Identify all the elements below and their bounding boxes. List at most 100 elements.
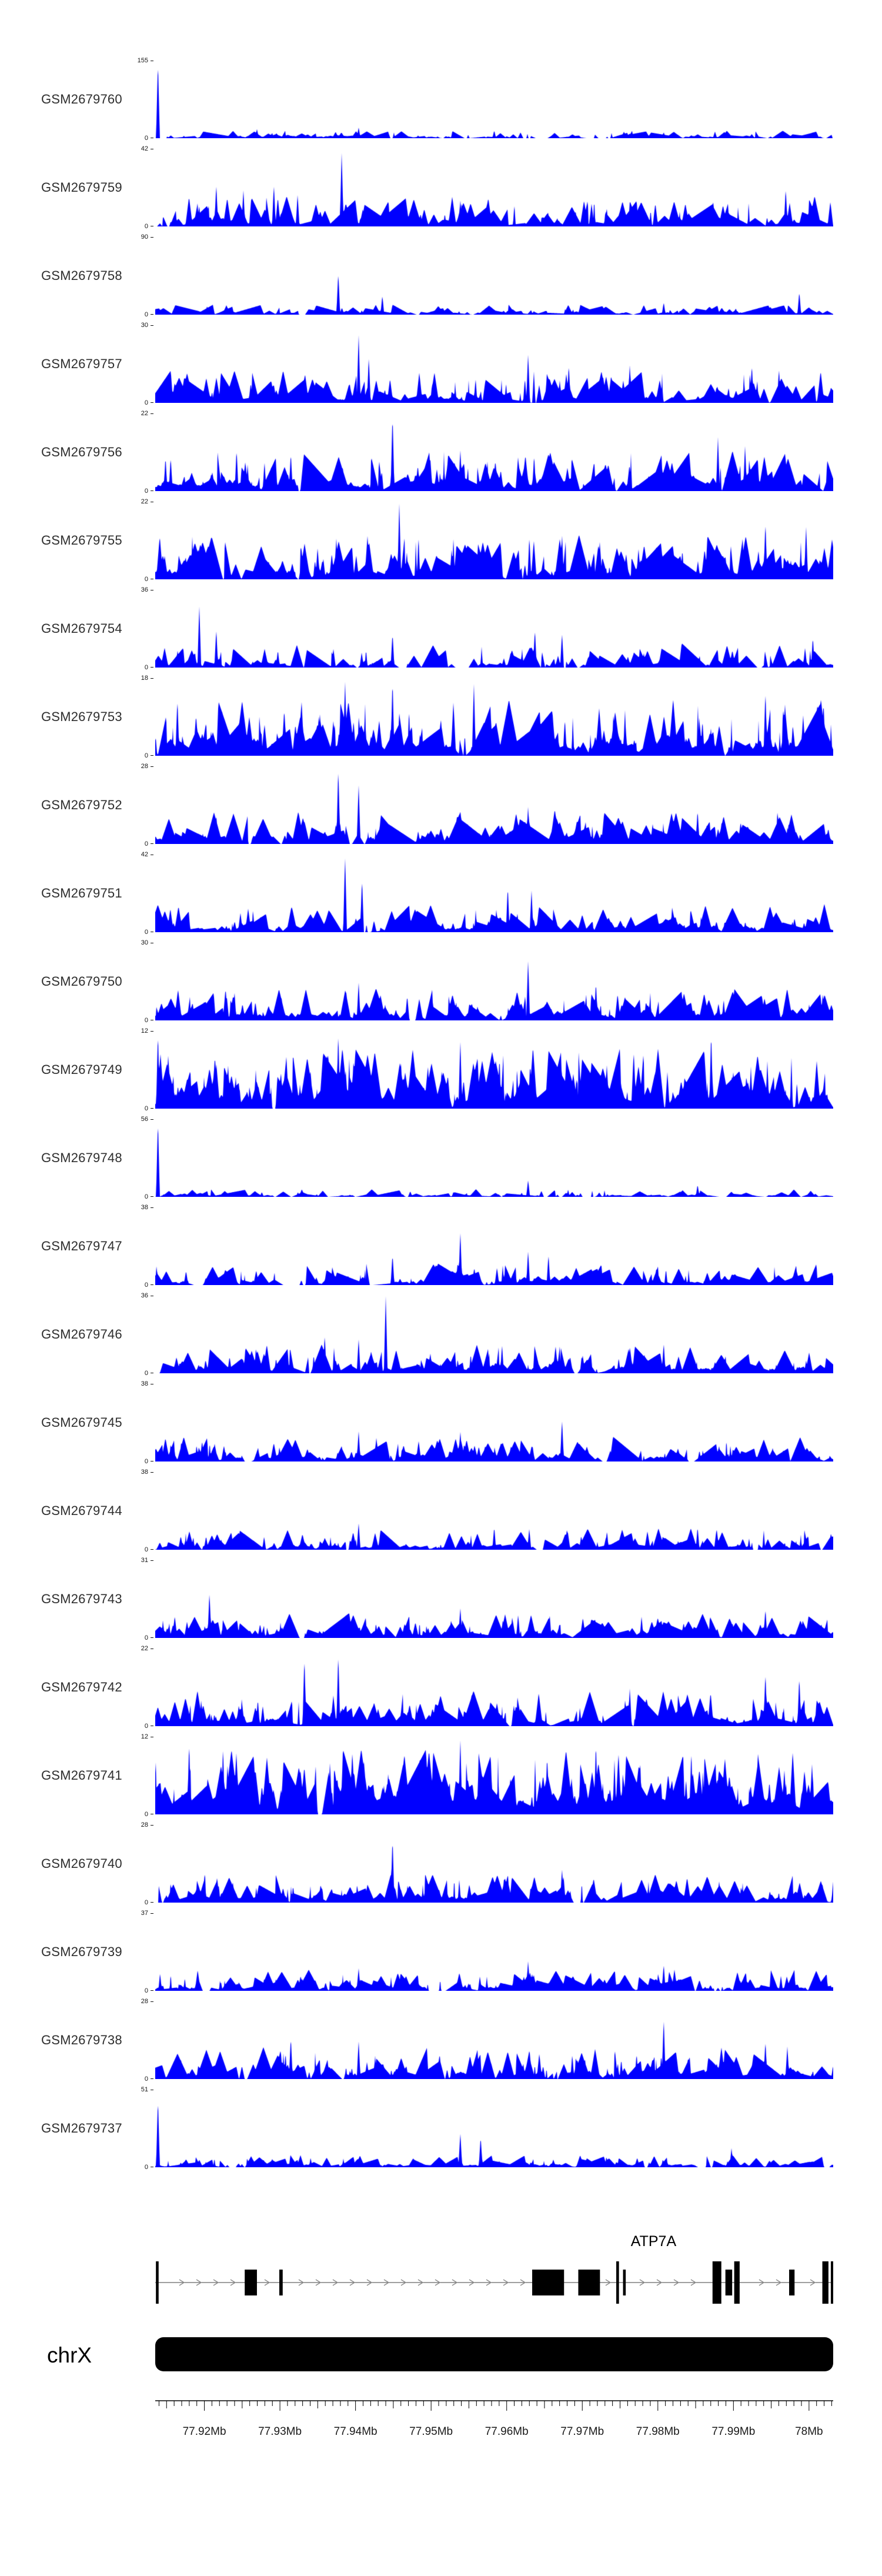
track-ymax-label: 28 xyxy=(141,763,148,770)
track-ymax-label: 31 xyxy=(141,1557,148,1564)
track-label: GSM2679738 xyxy=(41,2033,122,2047)
coverage-signal xyxy=(155,1119,833,1197)
coverage-signal xyxy=(155,855,833,932)
track-label: GSM2679751 xyxy=(41,886,122,900)
signal-track: GSM2679748 56 0 xyxy=(0,1116,882,1207)
track-ymax-label: 37 xyxy=(141,1910,148,1917)
axis-tick-label: 78Mb xyxy=(795,2425,823,2438)
coverage-signal xyxy=(155,237,833,315)
y-axis-zero-tick xyxy=(151,755,153,756)
track-zero-label: 0 xyxy=(144,2164,148,2171)
track-zero-label: 0 xyxy=(144,223,148,230)
strand-arrow-icon xyxy=(776,2279,782,2286)
coverage-signal xyxy=(155,1384,833,1461)
y-axis-zero-tick xyxy=(151,1549,153,1550)
strand-arrow-icon xyxy=(486,2279,492,2286)
track-label: GSM2679747 xyxy=(41,1239,122,1253)
chromosome-label: chrX xyxy=(47,2343,92,2367)
track-ymax-label: 12 xyxy=(141,1027,148,1035)
track-label: GSM2679758 xyxy=(41,268,122,283)
signal-track: GSM2679750 30 0 xyxy=(0,940,882,1031)
signal-track: GSM2679753 18 0 xyxy=(0,675,882,766)
coverage-signal xyxy=(155,413,833,491)
strand-arrow-icon xyxy=(520,2279,526,2286)
axis-tick-label: 77.98Mb xyxy=(636,2425,680,2438)
track-label: GSM2679756 xyxy=(41,445,122,459)
strand-arrow-icon xyxy=(759,2279,765,2286)
signal-track: GSM2679743 31 0 xyxy=(0,1557,882,1649)
axis-tick-label: 77.95Mb xyxy=(409,2425,453,2438)
track-zero-label: 0 xyxy=(144,311,148,318)
track-label: GSM2679739 xyxy=(41,1944,122,1959)
signal-track: GSM2679760 155 0 xyxy=(0,58,882,149)
strand-arrow-icon xyxy=(213,2279,219,2286)
coverage-signal xyxy=(155,1737,833,1814)
chromosome-ideogram xyxy=(155,2337,833,2371)
track-label: GSM2679759 xyxy=(41,180,122,195)
strand-arrow-icon xyxy=(196,2279,202,2286)
signal-track: GSM2679737 51 0 xyxy=(0,2087,882,2178)
track-zero-label: 0 xyxy=(144,1723,148,1730)
y-axis-zero-tick xyxy=(151,1108,153,1109)
track-ymax-label: 90 xyxy=(141,233,148,241)
gene-exon xyxy=(532,2270,564,2295)
track-label: GSM2679757 xyxy=(41,356,122,371)
y-axis-max-tick xyxy=(151,325,153,326)
strand-arrow-icon xyxy=(690,2279,697,2286)
signal-track: GSM2679754 36 0 xyxy=(0,587,882,678)
track-label: GSM2679750 xyxy=(41,974,122,989)
signal-track: GSM2679741 12 0 xyxy=(0,1734,882,1825)
coverage-signal xyxy=(155,502,833,579)
y-axis-max-tick xyxy=(151,1119,153,1120)
signal-track: GSM2679751 42 0 xyxy=(0,852,882,943)
track-ymax-label: 30 xyxy=(141,322,148,329)
track-zero-label: 0 xyxy=(144,1458,148,1465)
y-axis-max-tick xyxy=(151,1031,153,1032)
strand-arrow-icon xyxy=(264,2279,270,2286)
signal-track: GSM2679746 36 0 xyxy=(0,1293,882,1384)
strand-arrow-icon xyxy=(435,2279,441,2286)
signal-track: GSM2679755 22 0 xyxy=(0,499,882,590)
coverage-signal xyxy=(155,1825,833,1903)
coverage-signal xyxy=(155,766,833,844)
track-zero-label: 0 xyxy=(144,752,148,759)
signal-track: GSM2679739 37 0 xyxy=(0,1910,882,2001)
coverage-signal xyxy=(155,1560,833,1638)
track-ymax-label: 18 xyxy=(141,675,148,682)
strand-arrow-icon xyxy=(383,2279,390,2286)
gene-name-label: ATP7A xyxy=(630,2233,677,2250)
track-ymax-label: 38 xyxy=(141,1469,148,1476)
coverage-signal xyxy=(155,1472,833,1550)
track-label: GSM2679743 xyxy=(41,1591,122,1606)
track-zero-label: 0 xyxy=(144,399,148,406)
track-zero-label: 0 xyxy=(144,576,148,583)
track-zero-label: 0 xyxy=(144,135,148,142)
coverage-signal xyxy=(155,1649,833,1726)
coverage-signal xyxy=(155,1031,833,1109)
track-label: GSM2679746 xyxy=(41,1327,122,1342)
gene-exon xyxy=(734,2261,740,2304)
signal-track: GSM2679745 38 0 xyxy=(0,1380,882,1472)
track-label: GSM2679742 xyxy=(41,1680,122,1694)
track-ymax-label: 38 xyxy=(141,1380,148,1387)
track-label: GSM2679754 xyxy=(41,621,122,636)
track-zero-label: 0 xyxy=(144,488,148,495)
y-axis-zero-tick xyxy=(151,1902,153,1903)
y-axis-max-tick xyxy=(151,237,153,238)
track-label: GSM2679753 xyxy=(41,709,122,724)
track-zero-label: 0 xyxy=(144,1370,148,1377)
coverage-signal xyxy=(155,2001,833,2079)
strand-arrow-icon xyxy=(417,2279,424,2286)
y-axis-max-tick xyxy=(151,1472,153,1473)
signal-track: GSM2679756 22 0 xyxy=(0,411,882,502)
track-label: GSM2679745 xyxy=(41,1415,122,1430)
axis-tick-label: 77.99Mb xyxy=(711,2425,756,2438)
track-label: GSM2679741 xyxy=(41,1768,122,1783)
strand-arrow-icon xyxy=(332,2279,339,2286)
signal-track: GSM2679757 30 0 xyxy=(0,322,882,413)
strand-arrow-icon xyxy=(810,2279,816,2286)
signal-track: GSM2679759 42 0 xyxy=(0,146,882,237)
strand-arrow-icon xyxy=(605,2279,612,2286)
coverage-signal xyxy=(155,943,833,1020)
